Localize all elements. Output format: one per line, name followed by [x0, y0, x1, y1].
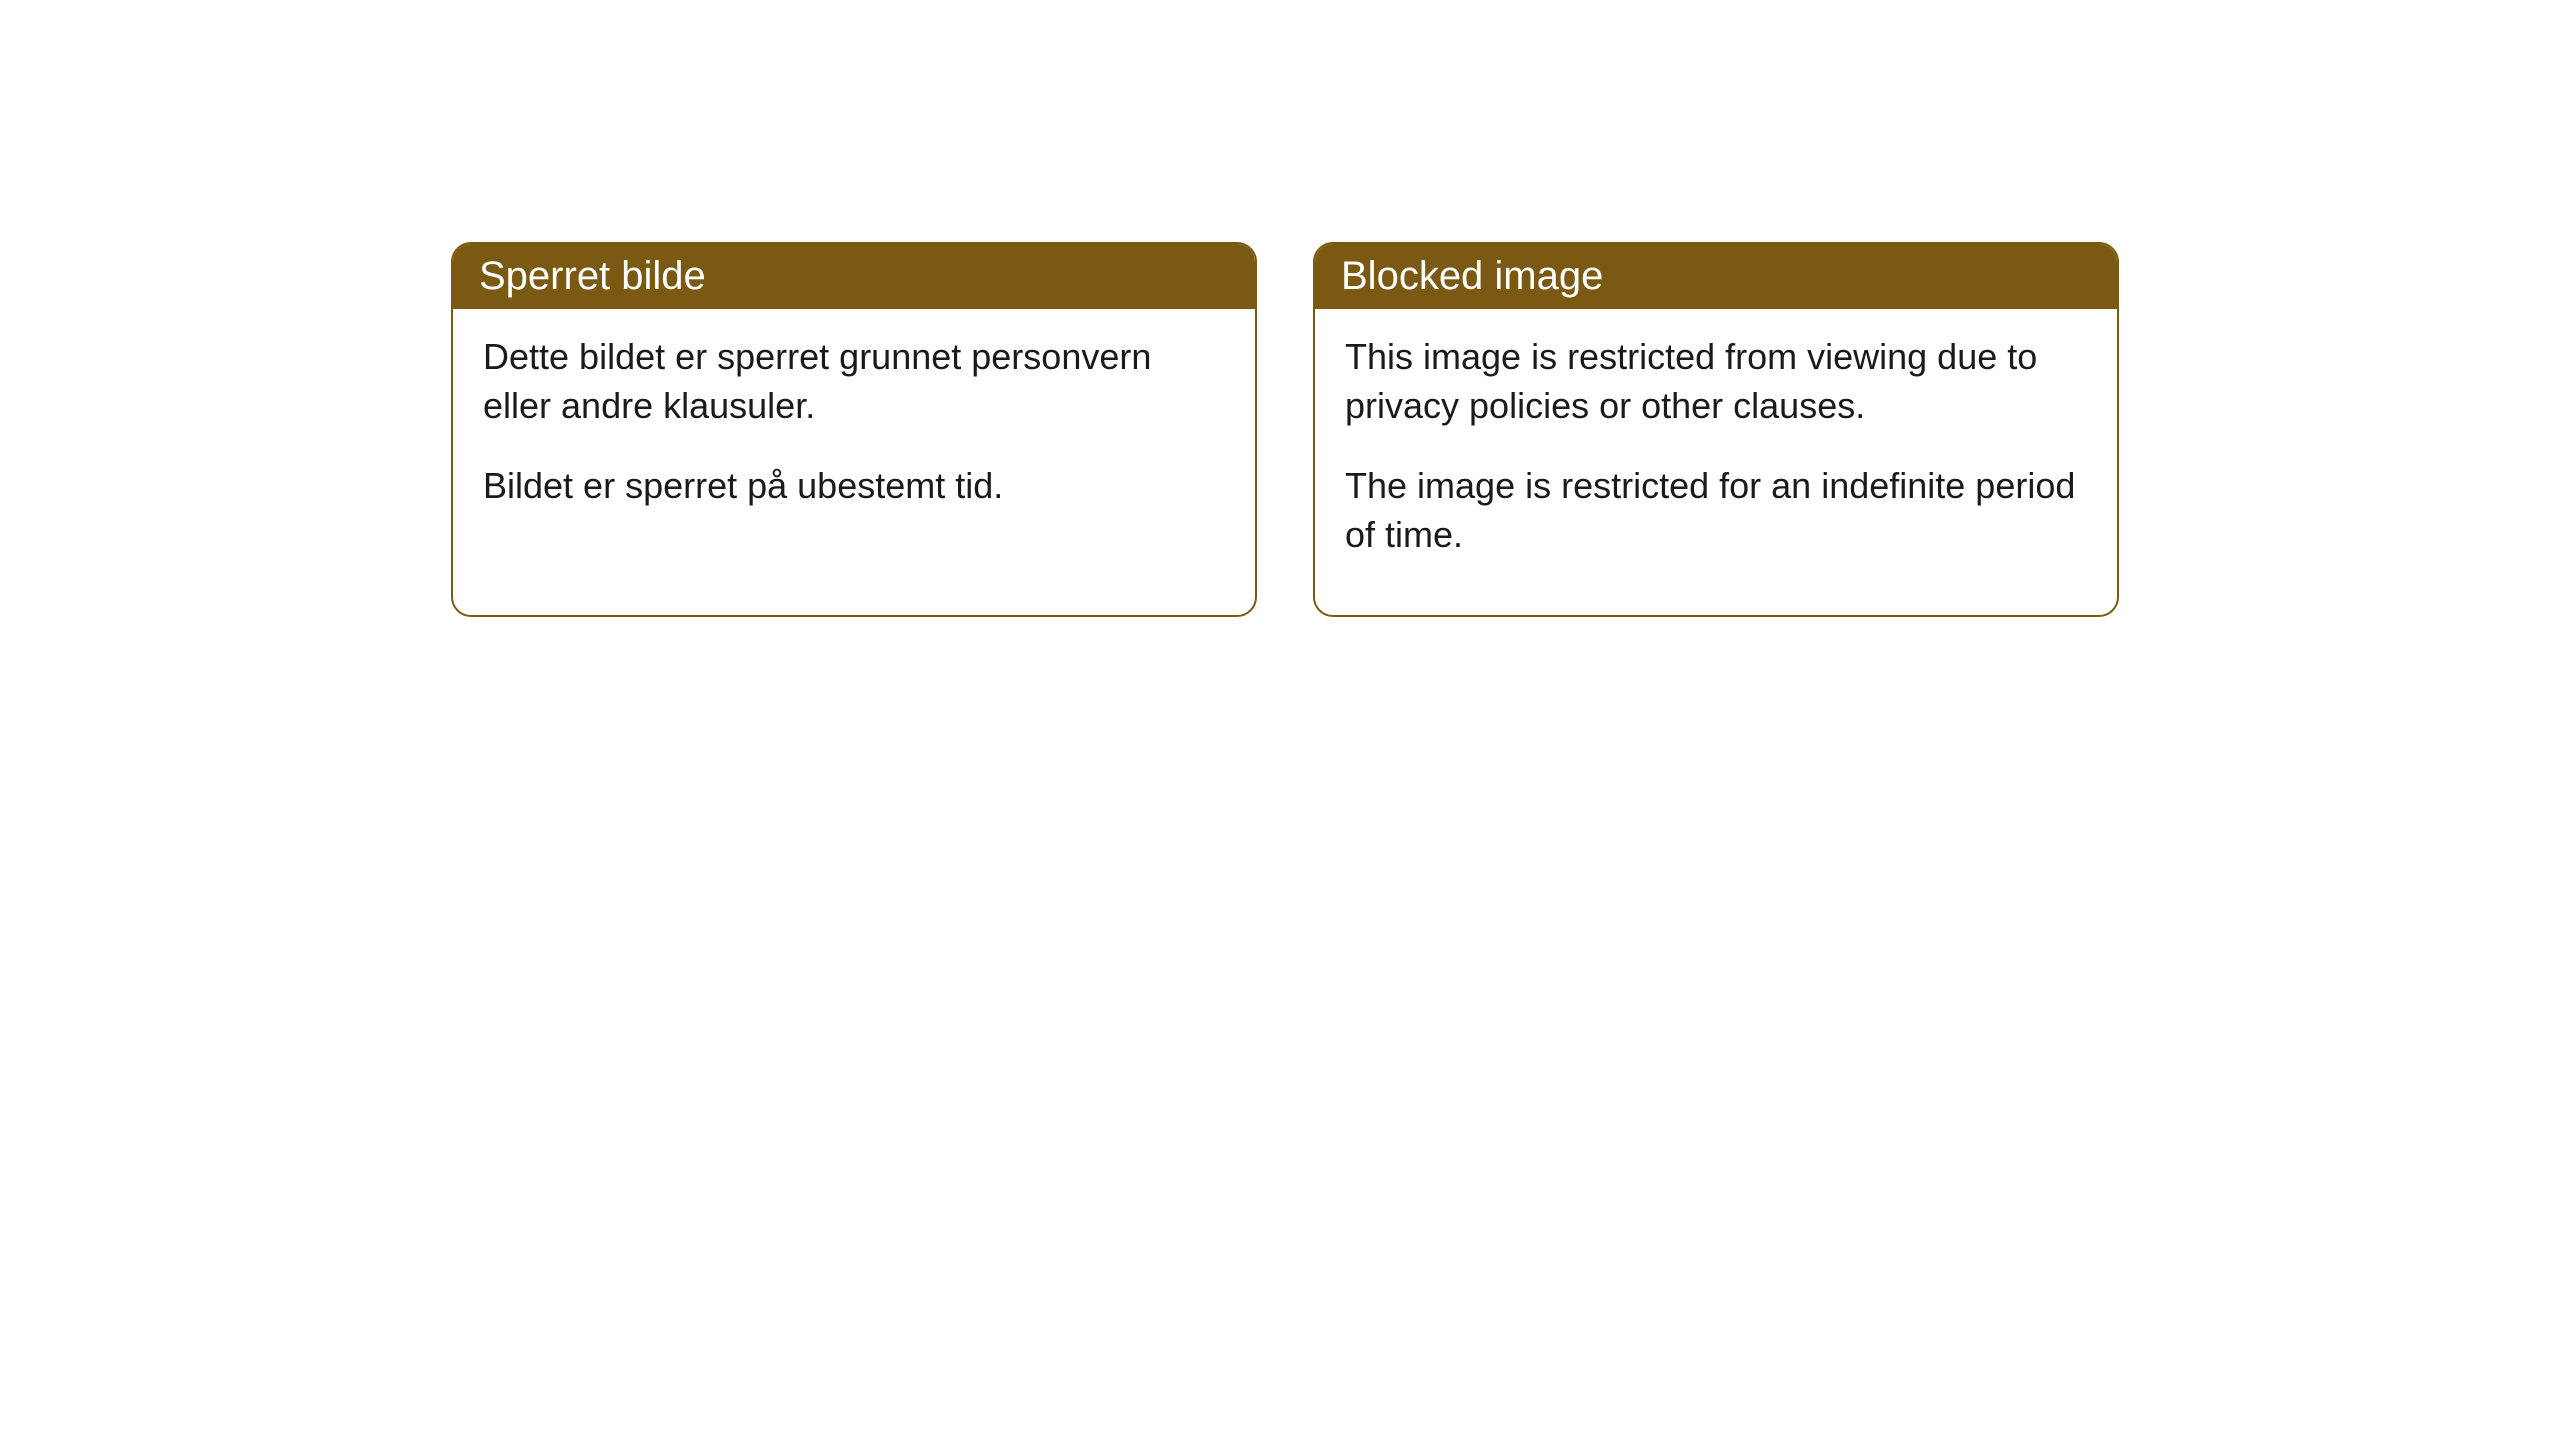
- card-norwegian: Sperret bilde Dette bildet er sperret gr…: [451, 242, 1257, 617]
- card-paragraph-2: Bildet er sperret på ubestemt tid.: [483, 462, 1225, 511]
- card-paragraph-2: The image is restricted for an indefinit…: [1345, 462, 2087, 559]
- card-header-english: Blocked image: [1315, 244, 2117, 309]
- card-english: Blocked image This image is restricted f…: [1313, 242, 2119, 617]
- card-body-english: This image is restricted from viewing du…: [1315, 309, 2117, 615]
- card-title: Sperret bilde: [479, 254, 706, 298]
- card-header-norwegian: Sperret bilde: [453, 244, 1255, 309]
- cards-container: Sperret bilde Dette bildet er sperret gr…: [0, 0, 2560, 617]
- card-paragraph-1: Dette bildet er sperret grunnet personve…: [483, 333, 1225, 430]
- card-paragraph-1: This image is restricted from viewing du…: [1345, 333, 2087, 430]
- card-body-norwegian: Dette bildet er sperret grunnet personve…: [453, 309, 1255, 567]
- card-title: Blocked image: [1341, 254, 1603, 298]
